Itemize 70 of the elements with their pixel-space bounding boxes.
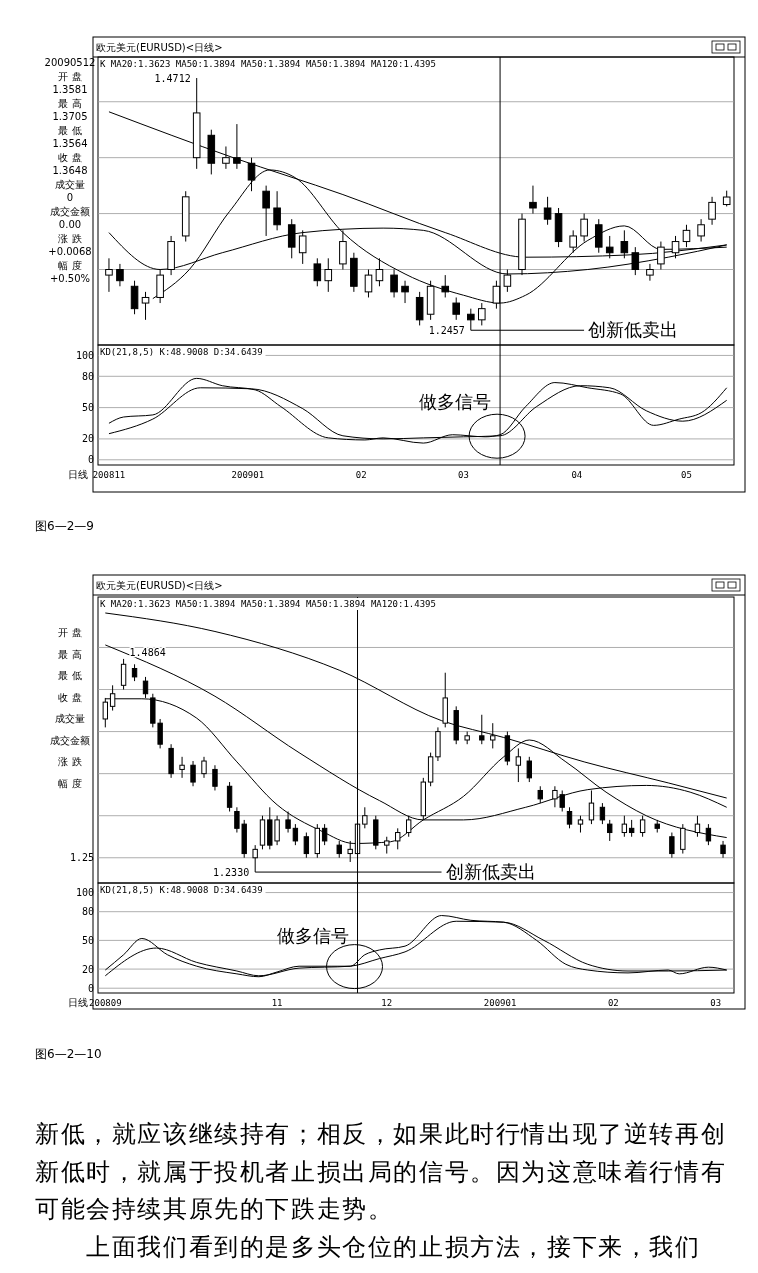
x-tick-label: 02 (355, 470, 367, 480)
x-tick-label: 04 (571, 470, 583, 480)
text: 幅 度 (58, 259, 82, 271)
x-tick-label: 03 (458, 470, 469, 480)
annotation: 做多信号 (276, 924, 349, 946)
caption: 图6—2—10 (35, 1047, 102, 1061)
chart-title: 欧元美元(EURUSD)<日线> (96, 42, 223, 53)
y-tick-label: 20 (81, 963, 94, 975)
text: 新低，就应该继续持有；相反，如果此时行情出现了逆转再创 (35, 1120, 727, 1148)
text: 最 低 (58, 124, 82, 136)
text: 1.3564 (52, 138, 88, 149)
ref-line-label: 创新低卖出 (445, 861, 536, 883)
chart-title: 欧元美元(EURUSD)<日线> (96, 580, 223, 591)
text: 上面我们看到的是多头仓位的止损方法，接下来，我们 (35, 1232, 701, 1261)
caption: 图6—2—9 (35, 519, 94, 533)
text: 1.3648 (52, 165, 88, 176)
text: 最 高 (58, 97, 82, 109)
text: 成交量 (55, 178, 85, 190)
text: 收 盘 (58, 691, 82, 703)
y-tick-label: 100 (75, 349, 94, 361)
y-tick-label: 80 (81, 370, 94, 382)
text: 1.3581 (52, 84, 88, 95)
text: 0.00 (58, 219, 82, 230)
x-tick-label: 200809 (89, 998, 122, 1008)
text: +0.50% (49, 273, 91, 284)
text: 开 盘 (58, 627, 82, 638)
annotation: 1.4712 (154, 72, 191, 84)
text: 0 (66, 192, 74, 203)
text: +0.0068 (48, 246, 92, 257)
text: 可能会持续其原先的下跌走势。 (35, 1195, 394, 1223)
chart-subtitle: K MA20:1.3623 MA50:1.3894 MA50:1.3894 MA50:1.3894 MA120:1.4395 (100, 59, 436, 69)
y-tick-label: 50 (81, 934, 94, 946)
text: 日线 (68, 997, 88, 1008)
text: 开 盘 (58, 70, 82, 82)
y-tick-label: 0 (87, 454, 94, 466)
text: 收 盘 (58, 151, 82, 163)
x-tick-label: 02 (607, 998, 619, 1008)
text: 成交金额 (50, 734, 90, 746)
x-tick-label: 12 (381, 998, 393, 1008)
x-tick-label: 200811 (92, 470, 126, 480)
x-tick-label: 200901 (483, 998, 517, 1008)
text: 幅 度 (58, 777, 82, 789)
text: 1.25 (69, 852, 94, 864)
chart-subtitle: KD(21,8,5) K:48.9008 D:34.6439 (100, 885, 263, 895)
y-tick-label: 50 (81, 402, 94, 414)
text: 最 低 (58, 670, 82, 681)
text: 1.3705 (52, 111, 88, 122)
x-tick-label: 11 (271, 998, 283, 1008)
x-tick-label: 05 (681, 470, 692, 480)
chart-subtitle: K MA20:1.3623 MA50:1.3894 MA50:1.3894 MA50:1.3894 MA120:1.4395 (100, 599, 436, 609)
annotation: 1.2330 (213, 866, 250, 878)
y-tick-label: 20 (81, 433, 94, 445)
text: 成交量 (55, 713, 85, 724)
annotation: 做多信号 (419, 391, 492, 413)
text: 新低时，就属于投机者止损出局的信号。因为这意味着行情有 (35, 1157, 727, 1186)
y-tick-label: 0 (87, 982, 94, 994)
y-tick-label: 100 (75, 887, 94, 899)
x-tick-label: 03 (710, 998, 722, 1008)
annotation: 1.4864 (129, 646, 166, 658)
text: 成交金额 (50, 205, 90, 217)
annotation: 1.2457 (428, 324, 465, 336)
text: 20090512 (44, 57, 96, 68)
y-tick-label: 80 (81, 906, 94, 918)
x-tick-label: 200901 (231, 470, 265, 480)
chart-subtitle: KD(21,8,5) K:48.9008 D:34.6439 (100, 347, 263, 357)
text: 涨 跌 (58, 232, 82, 244)
text: 涨 跌 (58, 756, 82, 767)
text: 日线 (68, 469, 88, 480)
ref-line-label: 创新低卖出 (588, 319, 679, 341)
text: 最 高 (58, 648, 82, 660)
